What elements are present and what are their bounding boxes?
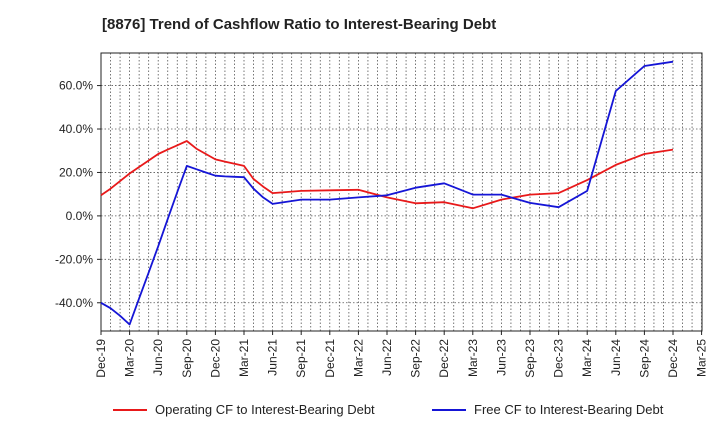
y-tick-label: 0.0% — [66, 209, 94, 223]
x-tick-label: Dec-20 — [208, 339, 222, 378]
y-axis-tick-labels: -40.0% -20.0% 0.0% 20.0% 40.0% 60.0% — [55, 79, 93, 310]
x-tick-label: Dec-22 — [437, 339, 451, 378]
series-line-2 — [100, 60, 674, 326]
y-tick-label: 60.0% — [59, 79, 93, 93]
x-tick-label: Dec-21 — [323, 339, 337, 378]
x-tick-label: Mar-24 — [580, 339, 594, 377]
chart-title: [8876] Trend of Cashflow Ratio to Intere… — [102, 16, 497, 33]
x-tick-label: Sep-20 — [180, 339, 194, 378]
x-tick-label: Jun-21 — [266, 339, 280, 376]
y-tick-label: 40.0% — [59, 122, 93, 136]
x-tick-label: Mar-22 — [351, 339, 365, 377]
plot-area-frame — [100, 52, 703, 332]
x-tick-label: Sep-22 — [409, 339, 423, 378]
series-line-1 — [100, 140, 674, 210]
x-tick-label: Dec-19 — [94, 339, 108, 378]
x-tick-label: Jun-22 — [380, 339, 394, 376]
series-lines — [100, 60, 674, 326]
x-tick-label: Mar-20 — [123, 339, 137, 377]
legend-label-2: Free CF to Interest-Bearing Debt — [474, 402, 664, 417]
x-tick-label: Dec-23 — [552, 339, 566, 378]
x-tick-label: Mar-21 — [237, 339, 251, 377]
x-tick-label: Dec-24 — [666, 339, 680, 378]
legend-label-1: Operating CF to Interest-Bearing Debt — [155, 402, 375, 417]
x-tick-label: Sep-24 — [637, 339, 651, 378]
x-tick-label: Jun-20 — [151, 339, 165, 376]
x-tick-label: Sep-23 — [523, 339, 537, 378]
x-tick-label: Jun-24 — [609, 339, 623, 376]
x-axis-tick-labels: Dec-19 Mar-20 Jun-20 Sep-20 Dec-20 Mar-21 Jun-… — [94, 339, 709, 378]
x-tick-label: Sep-21 — [294, 339, 308, 378]
y-tick-label: -20.0% — [55, 252, 93, 266]
y-tick-label: -40.0% — [55, 296, 93, 310]
y-tick-label: 20.0% — [59, 165, 93, 179]
grid-lines — [97, 53, 703, 335]
x-tick-label: Jun-23 — [494, 339, 508, 376]
x-tick-label: Mar-23 — [466, 339, 480, 377]
x-tick-label: Mar-25 — [695, 339, 709, 377]
legend: Operating CF to Interest-Bearing Debt Fre… — [113, 402, 664, 417]
